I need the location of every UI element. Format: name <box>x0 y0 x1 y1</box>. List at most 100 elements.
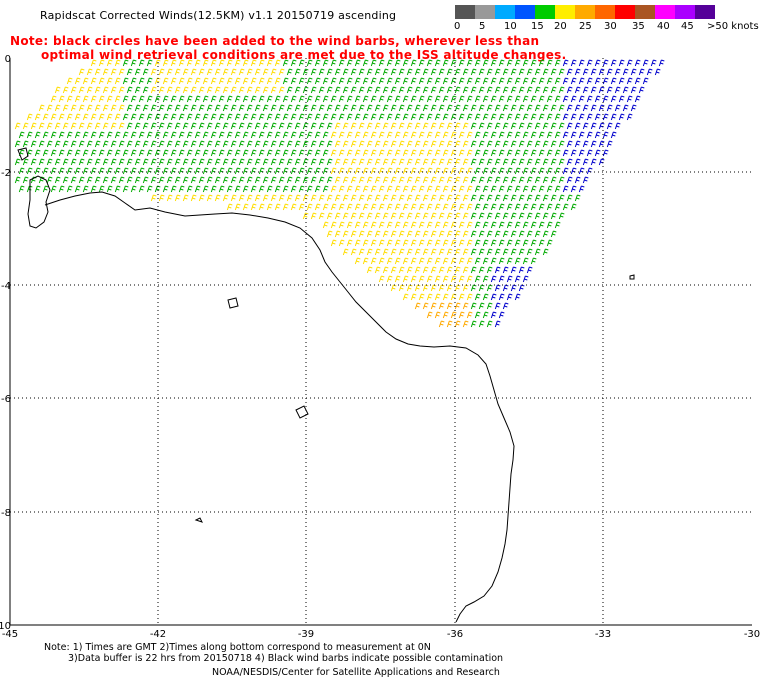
wind-barb <box>442 59 449 67</box>
wind-barb <box>486 266 493 274</box>
wind-barb <box>454 104 461 112</box>
wind-barb <box>562 185 569 193</box>
wind-barb <box>526 140 533 148</box>
wind-barb <box>586 77 593 85</box>
wind-barb <box>642 59 649 67</box>
wind-barb <box>130 113 137 121</box>
lat-tick-label: -4 <box>1 281 11 292</box>
wind-barb <box>438 140 445 148</box>
wind-barb <box>126 140 133 148</box>
wind-barb <box>222 104 229 112</box>
wind-barb <box>454 248 461 256</box>
wind-barb <box>410 167 417 175</box>
wind-barb <box>418 257 425 265</box>
wind-barb <box>358 86 365 94</box>
wind-barb <box>406 284 413 292</box>
wind-barb <box>274 113 281 121</box>
wind-barb <box>330 113 337 121</box>
wind-barb <box>430 158 437 166</box>
wind-barb <box>30 140 37 148</box>
wind-barb <box>454 266 461 274</box>
wind-barb <box>290 95 297 103</box>
wind-barb <box>26 167 33 175</box>
wind-barb <box>342 122 349 130</box>
wind-barb <box>558 194 565 202</box>
wind-barb <box>298 77 305 85</box>
wind-barb <box>522 77 529 85</box>
wind-barb <box>442 185 449 193</box>
wind-barb <box>338 239 345 247</box>
wind-barb <box>170 113 177 121</box>
wind-barb <box>362 203 369 211</box>
wind-barb <box>374 140 381 148</box>
wind-barb <box>334 68 341 76</box>
wind-barb <box>398 122 405 130</box>
legend-label: 15 <box>531 21 544 32</box>
wind-barb <box>190 122 197 130</box>
wind-barb <box>470 194 477 202</box>
wind-barb <box>518 212 525 220</box>
wind-barb <box>538 77 545 85</box>
wind-barb <box>550 158 557 166</box>
wind-barb <box>186 95 193 103</box>
wind-barb <box>638 86 645 94</box>
wind-barb <box>146 77 153 85</box>
wind-barb <box>426 185 433 193</box>
wind-barb <box>214 194 221 202</box>
wind-barb <box>78 86 85 94</box>
wind-barb <box>314 131 321 139</box>
wind-barb <box>66 185 73 193</box>
wind-barb <box>98 59 105 67</box>
wind-barb <box>398 248 405 256</box>
wind-barb <box>486 248 493 256</box>
wind-barb <box>394 203 401 211</box>
wind-barb <box>102 176 109 184</box>
wind-barb <box>522 149 529 157</box>
wind-barb <box>482 59 489 67</box>
wind-barb <box>434 221 441 229</box>
wind-barb <box>170 185 177 193</box>
wind-barb <box>338 77 345 85</box>
wind-barb <box>378 221 385 229</box>
wind-barb <box>446 248 453 256</box>
wind-speed-legend-labels: 0 5 10 15 20 25 30 35 40 45 >50 knots <box>451 21 760 35</box>
wind-barb <box>274 149 281 157</box>
wind-barb <box>494 194 501 202</box>
wind-barb <box>326 122 333 130</box>
wind-barb <box>94 68 101 76</box>
wind-barb <box>358 122 365 130</box>
wind-barb <box>470 284 477 292</box>
wind-barb <box>486 86 493 94</box>
wind-barb <box>22 122 29 130</box>
wind-barb <box>326 140 333 148</box>
wind-barb <box>386 275 393 283</box>
wind-barb <box>342 176 349 184</box>
wind-barb <box>630 104 637 112</box>
wind-barb <box>314 113 321 121</box>
wind-barb <box>326 68 333 76</box>
wind-barb <box>458 95 465 103</box>
wind-barb <box>278 86 285 94</box>
wind-barb <box>282 149 289 157</box>
wind-barb <box>318 158 325 166</box>
wind-barb <box>490 59 497 67</box>
wind-barb <box>210 113 217 121</box>
wind-barb <box>654 68 661 76</box>
wind-barb <box>326 86 333 94</box>
wind-barb <box>426 77 433 85</box>
wind-barb <box>390 176 397 184</box>
wind-barb <box>334 104 341 112</box>
wind-barb <box>78 140 85 148</box>
wind-barb <box>590 140 597 148</box>
wind-barb <box>414 266 421 274</box>
wind-barb <box>434 293 441 301</box>
wind-barb <box>402 77 409 85</box>
wind-barb <box>382 194 389 202</box>
wind-barb <box>250 113 257 121</box>
wind-barb <box>294 176 301 184</box>
wind-barb <box>286 140 293 148</box>
wind-barb <box>366 248 373 256</box>
wind-barb <box>198 140 205 148</box>
wind-barb <box>506 59 513 67</box>
wind-barb <box>586 149 593 157</box>
